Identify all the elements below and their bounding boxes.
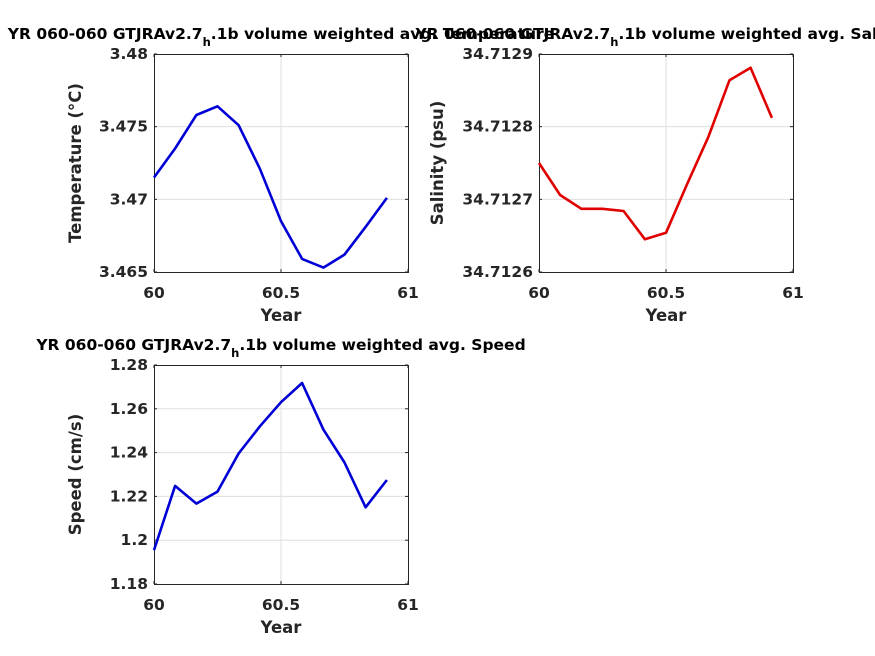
y-tick-label: 1.22 [110,487,148,505]
x-tick-label: 61 [782,284,804,302]
title-part: YR 060-060 GTJRAv2.7 [414,25,610,43]
title-subscript: h [203,35,211,49]
y-axis-label: Salinity (psu) [428,101,447,226]
chart-title: YR 060-060 GTJRAv2.7h.1b volume weighted… [7,25,554,49]
title-part: YR 060-060 GTJRAv2.7 [35,336,231,354]
series-line [537,66,774,241]
x-tick-label: 60.5 [262,284,300,302]
x-tick-label: 60 [143,596,165,614]
y-tick-label: 34.7127 [462,190,533,208]
x-axis-label: Year [260,306,303,325]
y-tick-label: 34.7129 [462,45,533,63]
y-tick-label: 1.2 [121,531,148,549]
x-tick-label: 60.5 [647,284,685,302]
y-tick-label: 34.7126 [462,263,533,281]
y-tick-label: 3.475 [99,118,148,136]
title-subscript: h [231,346,239,360]
title-part: .1b volume weighted avg. Salinity [618,25,875,43]
x-tick-label: 60 [143,284,165,302]
title-part: .1b volume weighted avg. Temperature [211,25,554,43]
y-tick-label: 1.18 [110,575,148,593]
y-tick-label: 3.48 [110,45,148,63]
y-axis-label: Speed (cm/s) [66,414,85,536]
y-axis-label: Temperature (°C) [66,83,85,243]
x-tick-label: 61 [397,596,419,614]
chart-salinity: 60 60.5 61 34.7126 34.7127 34.7128 34.7129 Year… [414,25,875,325]
title-part: .1b volume weighted avg. Speed [239,336,525,354]
title-subscript: h [610,35,618,49]
x-tick-label: 60 [528,284,550,302]
series-line [152,105,388,269]
y-tick-label: 1.26 [110,400,148,418]
chart-temperature: 60 60.5 61 3.465 3.47 3.475 3.48 Year Temperatur… [7,25,554,325]
chart-title: YR 060-060 GTJRAv2.7h.1b volume weighted… [35,336,525,360]
chart-speed: 60 60.5 61 1.18 1.2 1.22 1.24 1.26 1.28 Year Speed… [35,336,525,637]
y-tick-label: 34.7128 [462,118,533,136]
y-tick-label: 1.24 [110,444,148,462]
series-line [152,381,388,551]
x-tick-label: 60.5 [262,596,300,614]
x-axis-label: Year [645,306,688,325]
x-axis-label: Year [260,618,303,637]
y-tick-label: 3.465 [99,263,148,281]
y-tick-label: 3.47 [110,190,148,208]
x-tick-label: 61 [397,284,419,302]
title-part: YR 060-060 GTJRAv2.7 [7,25,203,43]
y-tick-label: 1.28 [110,356,148,374]
chart-title: YR 060-060 GTJRAv2.7h.1b volume weighted… [414,25,875,49]
